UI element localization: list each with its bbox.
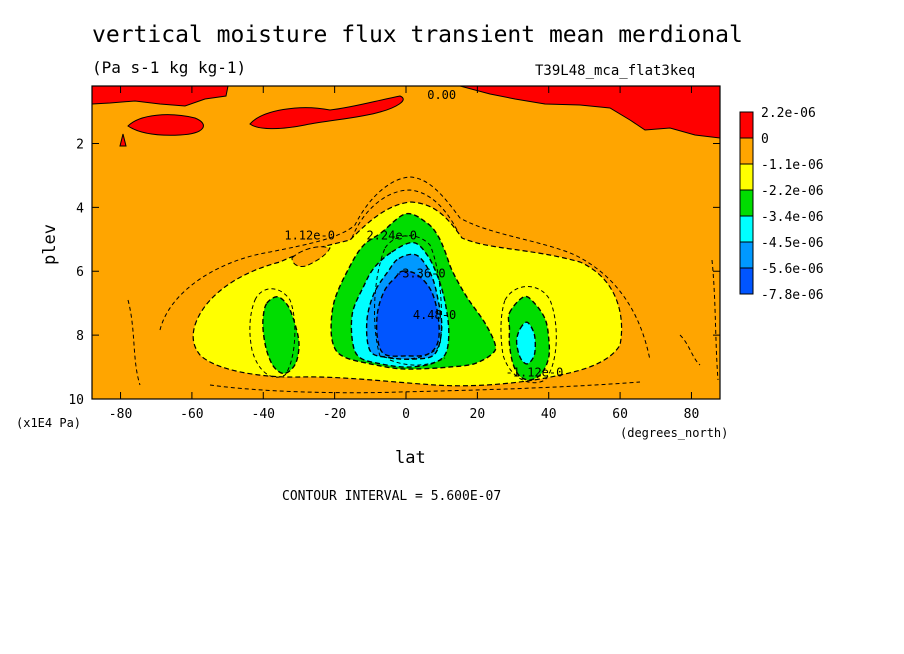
- contour-label: -1.12e-0: [506, 366, 564, 380]
- contour-region-1: [262, 296, 300, 375]
- contour-interval: CONTOUR INTERVAL = 5.600E-07: [282, 489, 502, 504]
- chart-title: vertical moisture flux transient mean me…: [92, 22, 743, 48]
- contour-label: 2.24e-0: [366, 228, 417, 242]
- run-id: T39L48_mca_flat3keq: [535, 63, 696, 79]
- y-tick-label: 10: [68, 393, 84, 408]
- orange-notch: [291, 246, 331, 267]
- x-tick-label: -60: [180, 407, 203, 422]
- contour-left-edge: [127, 299, 141, 386]
- x-tick-label: -40: [252, 407, 275, 422]
- chart-units: (Pa s-1 kg kg-1): [92, 58, 247, 77]
- legend-swatch: [739, 241, 754, 269]
- legend-label: 2.2e-06: [761, 106, 816, 121]
- legend-swatch: [739, 137, 754, 165]
- legend-swatch: [739, 215, 754, 243]
- contour-outer-dome: [159, 176, 651, 361]
- legend-label: -7.8e-06: [761, 288, 824, 303]
- x-tick-label: 40: [541, 407, 557, 422]
- y-tick-label: 2: [76, 137, 84, 152]
- contour-left-lobe-ring: [249, 288, 296, 378]
- x-tick-label: 20: [470, 407, 486, 422]
- contour-label: 1.12e-0: [284, 228, 335, 242]
- legend-swatch: [739, 111, 754, 139]
- legend-label: 0: [761, 132, 769, 147]
- contour-lower-band: [209, 381, 641, 394]
- contour-label: 0.00: [427, 88, 456, 102]
- y-tick-label: 8: [76, 329, 84, 344]
- legend-swatch: [739, 189, 754, 217]
- y-axis-unit: (x1E4 Pa): [16, 416, 82, 430]
- x-tick-label: 60: [612, 407, 628, 422]
- y-tick-label: 6: [76, 265, 84, 280]
- positive-patch-left: [92, 86, 229, 107]
- positive-patch-sliver: [119, 133, 127, 147]
- contour-region-4: [515, 321, 537, 365]
- legend-label: -5.6e-06: [761, 262, 824, 277]
- legend-label: -4.5e-06: [761, 236, 824, 251]
- x-tick-label: 0: [402, 407, 410, 422]
- y-tick-label: 4: [76, 201, 84, 216]
- contour-label: -3.36-0: [395, 267, 446, 281]
- positive-patch-center-left: [127, 114, 204, 136]
- x-axis-label: lat: [395, 448, 426, 468]
- positive-patch-right: [459, 86, 720, 139]
- legend-swatch: [739, 163, 754, 191]
- contour-region-6: [375, 270, 440, 357]
- legend-label: -1.1e-06: [761, 158, 824, 173]
- positive-patch-center: [249, 95, 404, 130]
- legend-swatch: [739, 267, 754, 295]
- contour-right-lobe-ring: [500, 286, 557, 384]
- legend-label: -2.2e-06: [761, 184, 824, 199]
- contour-label: 4.48-0: [413, 308, 456, 322]
- legend-label: -3.4e-06: [761, 210, 824, 225]
- contour-right-edge: [679, 259, 719, 381]
- x-tick-label: -20: [323, 407, 346, 422]
- x-tick-label: -80: [109, 407, 132, 422]
- contour-core-rings: [374, 235, 446, 366]
- x-axis-unit: (degrees_north): [620, 426, 729, 440]
- contour-inner-dome: [351, 189, 459, 239]
- x-tick-label: 80: [684, 407, 700, 422]
